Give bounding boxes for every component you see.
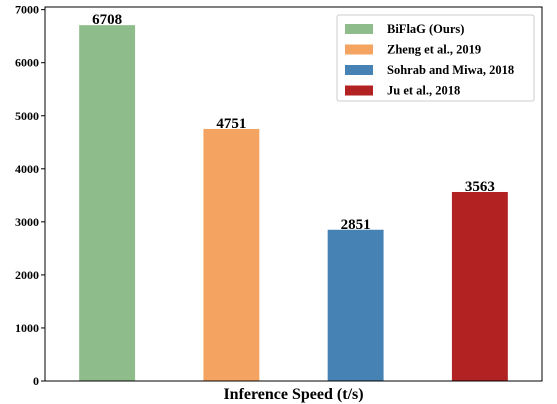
y-axis: 0 1000 2000 3000 4000 5000 6000 7000 [15, 3, 45, 388]
y-tick-label: 2000 [15, 268, 39, 282]
y-tick-label: 1000 [15, 321, 39, 335]
legend-swatch [345, 44, 373, 55]
bar-value-label: 4751 [216, 116, 246, 132]
bars-group [79, 25, 508, 382]
legend-swatch [345, 65, 373, 75]
plot-frame [44, 6, 543, 382]
bar-value-label: 6708 [92, 12, 122, 28]
legend: BiFlaG (Ours) Zheng et al., 2019 Sohrab an… [336, 14, 535, 102]
legend-entry-label: Zheng et al., 2019 [387, 43, 481, 57]
legend-swatch [345, 85, 373, 96]
legend-swatch [345, 24, 373, 34]
y-tick-label: 0 [33, 374, 39, 388]
y-tick-label: 4000 [15, 162, 39, 176]
y-tick-label: 7000 [15, 3, 39, 17]
y-tick-label: 5000 [15, 109, 39, 123]
data-labels-group: 6708 4751 2851 3563 [92, 12, 495, 233]
y-tick-label: 3000 [15, 215, 39, 229]
legend-box [336, 14, 535, 102]
x-axis-title: Inference Speed (t/s) [223, 386, 363, 403]
bar-value-label: 2851 [341, 217, 371, 233]
legend-entry-label: BiFlaG (Ours) [387, 22, 464, 36]
bar [79, 25, 136, 382]
bar [451, 191, 508, 381]
y-tick-label: 6000 [15, 56, 39, 70]
bar [327, 229, 384, 381]
bar-value-label: 3563 [465, 179, 495, 195]
legend-entry-label: Ju et al., 2018 [387, 84, 460, 98]
legend-entry-label: Sohrab and Miwa, 2018 [387, 63, 514, 77]
bar [203, 128, 260, 381]
